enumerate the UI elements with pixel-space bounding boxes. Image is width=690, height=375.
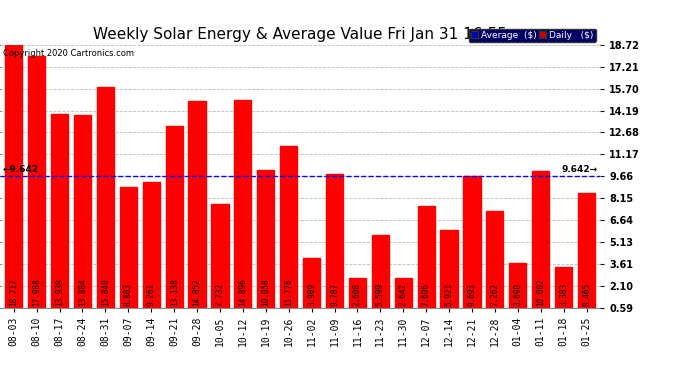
Text: ←9.642: ←9.642 xyxy=(2,165,39,174)
Bar xyxy=(509,262,526,316)
Text: 14.896: 14.896 xyxy=(238,278,248,306)
Bar xyxy=(578,194,595,316)
Bar xyxy=(417,206,435,316)
Text: 18.717: 18.717 xyxy=(9,278,18,306)
Text: 7.606: 7.606 xyxy=(422,283,431,306)
Text: 13.939: 13.939 xyxy=(55,278,64,306)
Bar xyxy=(211,204,228,316)
Bar xyxy=(5,45,22,316)
Bar xyxy=(372,235,389,316)
Bar xyxy=(464,176,480,316)
Text: 3.383: 3.383 xyxy=(559,283,568,306)
Text: 9.787: 9.787 xyxy=(330,283,339,306)
Bar xyxy=(349,278,366,316)
Text: 9.693: 9.693 xyxy=(468,283,477,306)
Bar xyxy=(257,170,275,316)
Text: 7.262: 7.262 xyxy=(491,283,500,306)
Text: 14.852: 14.852 xyxy=(193,278,201,306)
Text: 17.988: 17.988 xyxy=(32,278,41,306)
Bar xyxy=(326,174,343,316)
Text: 10.002: 10.002 xyxy=(536,278,545,306)
Title: Weekly Solar Energy & Average Value Fri Jan 31 16:55: Weekly Solar Energy & Average Value Fri … xyxy=(93,27,507,42)
Text: 3.989: 3.989 xyxy=(307,283,316,306)
Text: 9.261: 9.261 xyxy=(147,283,156,306)
Bar xyxy=(143,182,160,316)
Bar xyxy=(28,56,46,316)
Bar xyxy=(303,258,320,316)
Text: 13.138: 13.138 xyxy=(170,278,179,306)
Text: 5.599: 5.599 xyxy=(376,283,385,306)
Bar xyxy=(166,126,183,316)
Bar xyxy=(120,188,137,316)
Bar xyxy=(532,171,549,316)
Bar xyxy=(395,278,412,316)
Text: 8.465: 8.465 xyxy=(582,283,591,306)
Text: 2.608: 2.608 xyxy=(353,283,362,306)
Bar xyxy=(97,87,114,316)
Bar xyxy=(74,115,91,316)
Text: Copyright 2020 Cartronics.com: Copyright 2020 Cartronics.com xyxy=(3,49,135,58)
Text: 5.921: 5.921 xyxy=(444,283,453,306)
Legend: Average  ($), Daily   ($): Average ($), Daily ($) xyxy=(469,28,595,42)
Text: 13.884: 13.884 xyxy=(78,278,87,306)
Text: 11.776: 11.776 xyxy=(284,278,293,306)
Text: 3.690: 3.690 xyxy=(513,283,522,306)
Bar xyxy=(235,100,251,316)
Bar xyxy=(280,146,297,316)
Text: 8.883: 8.883 xyxy=(124,283,132,306)
Text: 2.642: 2.642 xyxy=(399,283,408,306)
Text: 10.058: 10.058 xyxy=(262,278,270,306)
Text: 9.642→: 9.642→ xyxy=(562,165,598,174)
Bar xyxy=(188,101,206,316)
Bar xyxy=(51,114,68,316)
Bar xyxy=(486,211,504,316)
Text: 7.732: 7.732 xyxy=(215,283,224,306)
Text: 15.840: 15.840 xyxy=(101,278,110,306)
Bar xyxy=(440,230,457,316)
Bar xyxy=(555,267,572,316)
